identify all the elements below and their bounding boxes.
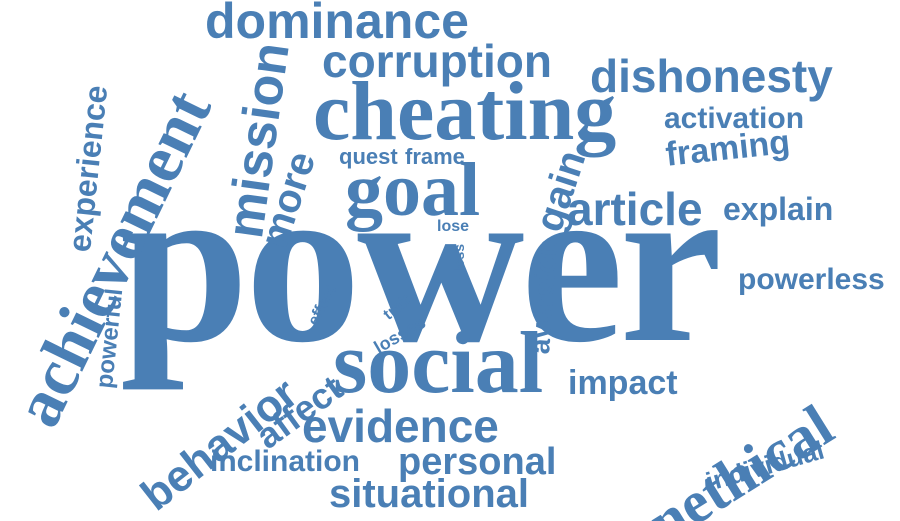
word-dominance: dominance [205,0,469,49]
word-article: article [567,183,703,235]
word-explain: explain [723,191,834,227]
word-frame: frame [405,144,465,169]
word-quest: quest [339,144,398,169]
word-dishonesty: dishonesty [590,50,833,102]
word-powerless: powerless [738,263,885,296]
word-activation: activation [664,102,805,135]
word-situational: situational [329,472,530,516]
word-loss: loss [451,243,467,272]
word-inclination: inclination [210,445,360,478]
word-social: social [333,315,544,412]
word-impact: impact [568,364,678,402]
word-corruption: corruption [322,35,552,87]
word-evidence: evidence [302,400,499,452]
word-personal: personal [398,441,557,483]
word-power: power [120,134,723,391]
word-lose: lose [437,218,470,235]
word-goal: goal [345,148,481,232]
word-cheating: cheating [313,65,617,158]
